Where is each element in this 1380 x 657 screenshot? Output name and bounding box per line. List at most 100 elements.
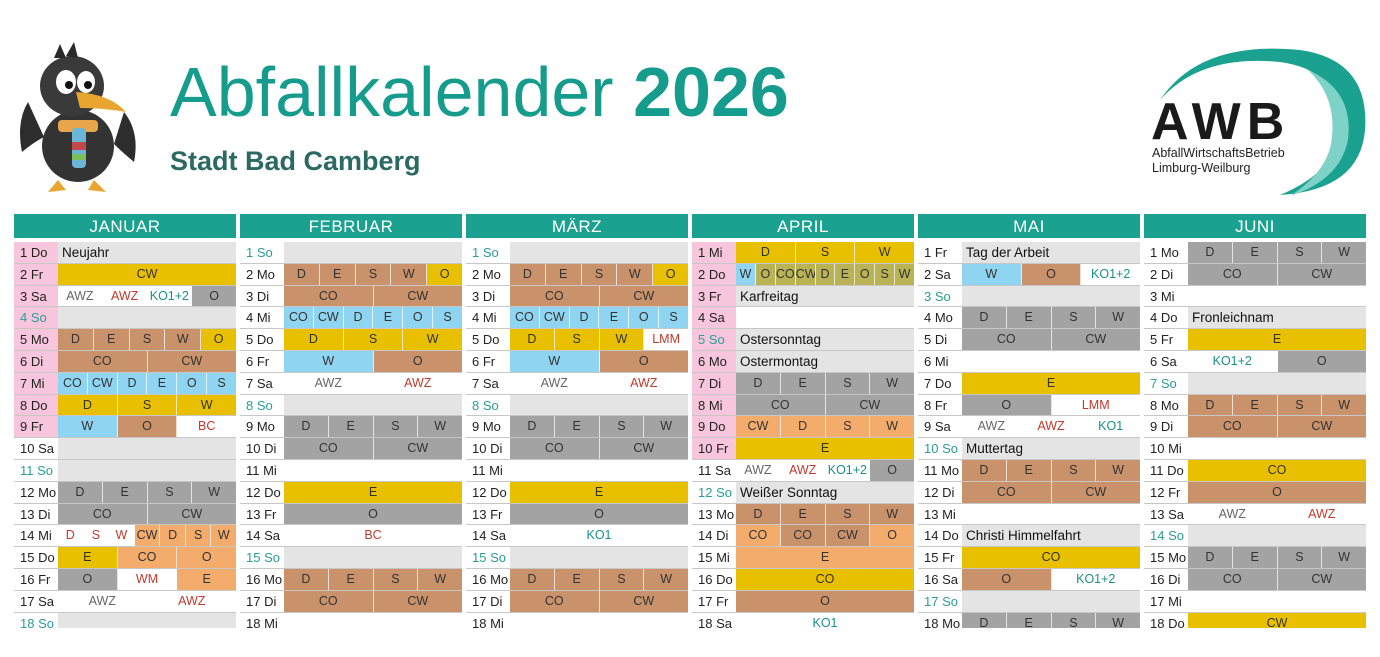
pickup-cell: D xyxy=(1188,547,1233,568)
page-subtitle: Stadt Bad Camberg xyxy=(170,146,421,176)
pickup-cells: AWZ AWZ xyxy=(510,372,688,394)
pickup-cells xyxy=(58,307,236,329)
day-label: 2 Sa xyxy=(924,266,951,282)
day-label: 8 So xyxy=(472,397,499,413)
day-label: 10 So xyxy=(924,441,958,457)
pickup-cell: CW xyxy=(373,438,462,459)
pickup-cell: E xyxy=(58,547,118,568)
day-label: 8 Do xyxy=(14,394,58,416)
pickup-cell: CW xyxy=(134,525,161,547)
pickup-cell: W xyxy=(403,329,462,350)
pickup-cell: KO1 xyxy=(510,525,688,547)
pickup-cells: CW xyxy=(58,263,236,285)
pickup-cell: LMM xyxy=(1051,394,1140,416)
day-row: 15 Mo D E S W xyxy=(1144,547,1366,569)
pickup-cells xyxy=(284,547,462,568)
pickup-cell: W xyxy=(1096,459,1140,481)
pickup-cell: O xyxy=(510,503,688,525)
pickup-cell: CW xyxy=(1188,612,1366,628)
day-label: 2 Fr xyxy=(14,263,58,285)
pickup-cell: D xyxy=(160,525,186,547)
pickup-cell: D xyxy=(284,263,320,285)
day-label: 3 Sa xyxy=(14,285,58,307)
day-row: 9 Sa AWZ AWZ KO1 xyxy=(918,416,1140,439)
pickup-cells xyxy=(736,307,914,328)
pickup-cell: W xyxy=(644,416,688,438)
day-label: 13 Sa xyxy=(1150,506,1184,522)
day-row: 17 Mi xyxy=(1144,591,1366,613)
pickup-cell: CO xyxy=(736,525,781,547)
pickup-cell: W xyxy=(895,263,914,285)
day-row: 7 Mi CO CW D E O S xyxy=(14,372,236,395)
pickup-cell: CW xyxy=(373,590,462,612)
pickup-cell: S xyxy=(185,525,212,547)
pickup-cell: KO1+2 xyxy=(1081,263,1140,285)
pickup-cells xyxy=(58,459,236,481)
pickup-cell: S xyxy=(433,307,462,329)
day-row: 16 Fr O WM E xyxy=(14,568,236,591)
day-label: 5 Di xyxy=(924,332,948,348)
month-column: FEBRUAR 1 So 2 Mo D E S W O 3 Di CO CW 4 Mi CO CW D E O S… xyxy=(240,214,462,628)
day-label: 2 Di xyxy=(1150,266,1174,282)
pickup-cells: AWZ AWZ xyxy=(284,372,462,394)
day-label: 9 Di xyxy=(1150,419,1174,435)
pickup-cells: CO xyxy=(962,547,1140,568)
pickup-cell: D xyxy=(284,568,329,590)
pickup-cell: W xyxy=(1322,242,1366,263)
pickup-cell: S xyxy=(659,307,688,329)
day-label: 16 Mo xyxy=(472,571,509,587)
pickup-cell: CO xyxy=(58,350,148,372)
day-label: 14 Mi xyxy=(20,528,52,544)
day-label: 13 Fr xyxy=(472,506,503,522)
pickup-cell: D xyxy=(1188,242,1233,263)
pickup-cells: W O BC xyxy=(58,416,236,438)
pickup-cell: D xyxy=(58,329,94,350)
pickup-cells xyxy=(284,394,462,416)
pickup-cell: O xyxy=(855,263,876,285)
pickup-cells xyxy=(510,547,688,568)
day-row: 15 Fr CO xyxy=(918,547,1140,569)
pickup-cells xyxy=(1188,438,1366,459)
day-label: 7 So xyxy=(1150,375,1177,391)
day-label: 16 Fr xyxy=(20,571,51,587)
day-row: 6 Di CO CW xyxy=(14,350,236,373)
month-header: JANUAR xyxy=(14,214,236,238)
pickup-cells: CO CW xyxy=(736,394,914,416)
day-label: 14 Sa xyxy=(246,528,280,544)
day-label: 1 Mo xyxy=(1150,245,1179,260)
pickup-cell: W xyxy=(177,394,236,416)
day-label: 5 Do xyxy=(472,332,500,348)
month-header: MÄRZ xyxy=(466,214,688,238)
day-label: 13 Di xyxy=(20,506,51,522)
pickup-cell: KO1 xyxy=(1081,416,1140,438)
pickup-cells xyxy=(1188,591,1366,612)
day-row: 1 Mi D S W xyxy=(692,242,914,264)
pickup-cells: CO CW D E O S xyxy=(510,307,688,329)
day-label: 10 Di xyxy=(246,441,277,457)
pickup-cells xyxy=(962,504,1140,525)
day-label: 1 Fr xyxy=(924,245,948,260)
pickup-cell: S xyxy=(795,242,856,263)
pickup-cells: KO1 xyxy=(736,612,914,628)
pickup-cell: KO1+2 xyxy=(1051,568,1140,590)
pickup-cell: CO xyxy=(284,307,314,329)
month-column: APRIL 1 Mi D S W 2 Do W O CO CW D E O S W 3 Fr Karfreita… xyxy=(692,214,914,628)
pickup-cell: D xyxy=(510,263,546,285)
pickup-cell: W xyxy=(418,568,462,590)
day-row: 10 Di CO CW xyxy=(466,438,688,460)
pickup-cell: O xyxy=(58,568,118,590)
pickup-cell: W xyxy=(870,416,914,438)
day-row: 7 Sa AWZ AWZ xyxy=(466,372,688,395)
pickup-cells: CO CO CW O xyxy=(736,525,914,547)
pickup-cell: E xyxy=(147,372,178,394)
day-label: 8 Mo xyxy=(1150,397,1179,413)
logo-letters: AWB xyxy=(1151,93,1291,151)
day-label: 4 Do xyxy=(1150,310,1178,326)
pickup-cell: O xyxy=(177,547,236,568)
pickup-cell: D xyxy=(58,525,84,547)
day-row: 4 Do Fronleichnam xyxy=(1144,307,1366,330)
